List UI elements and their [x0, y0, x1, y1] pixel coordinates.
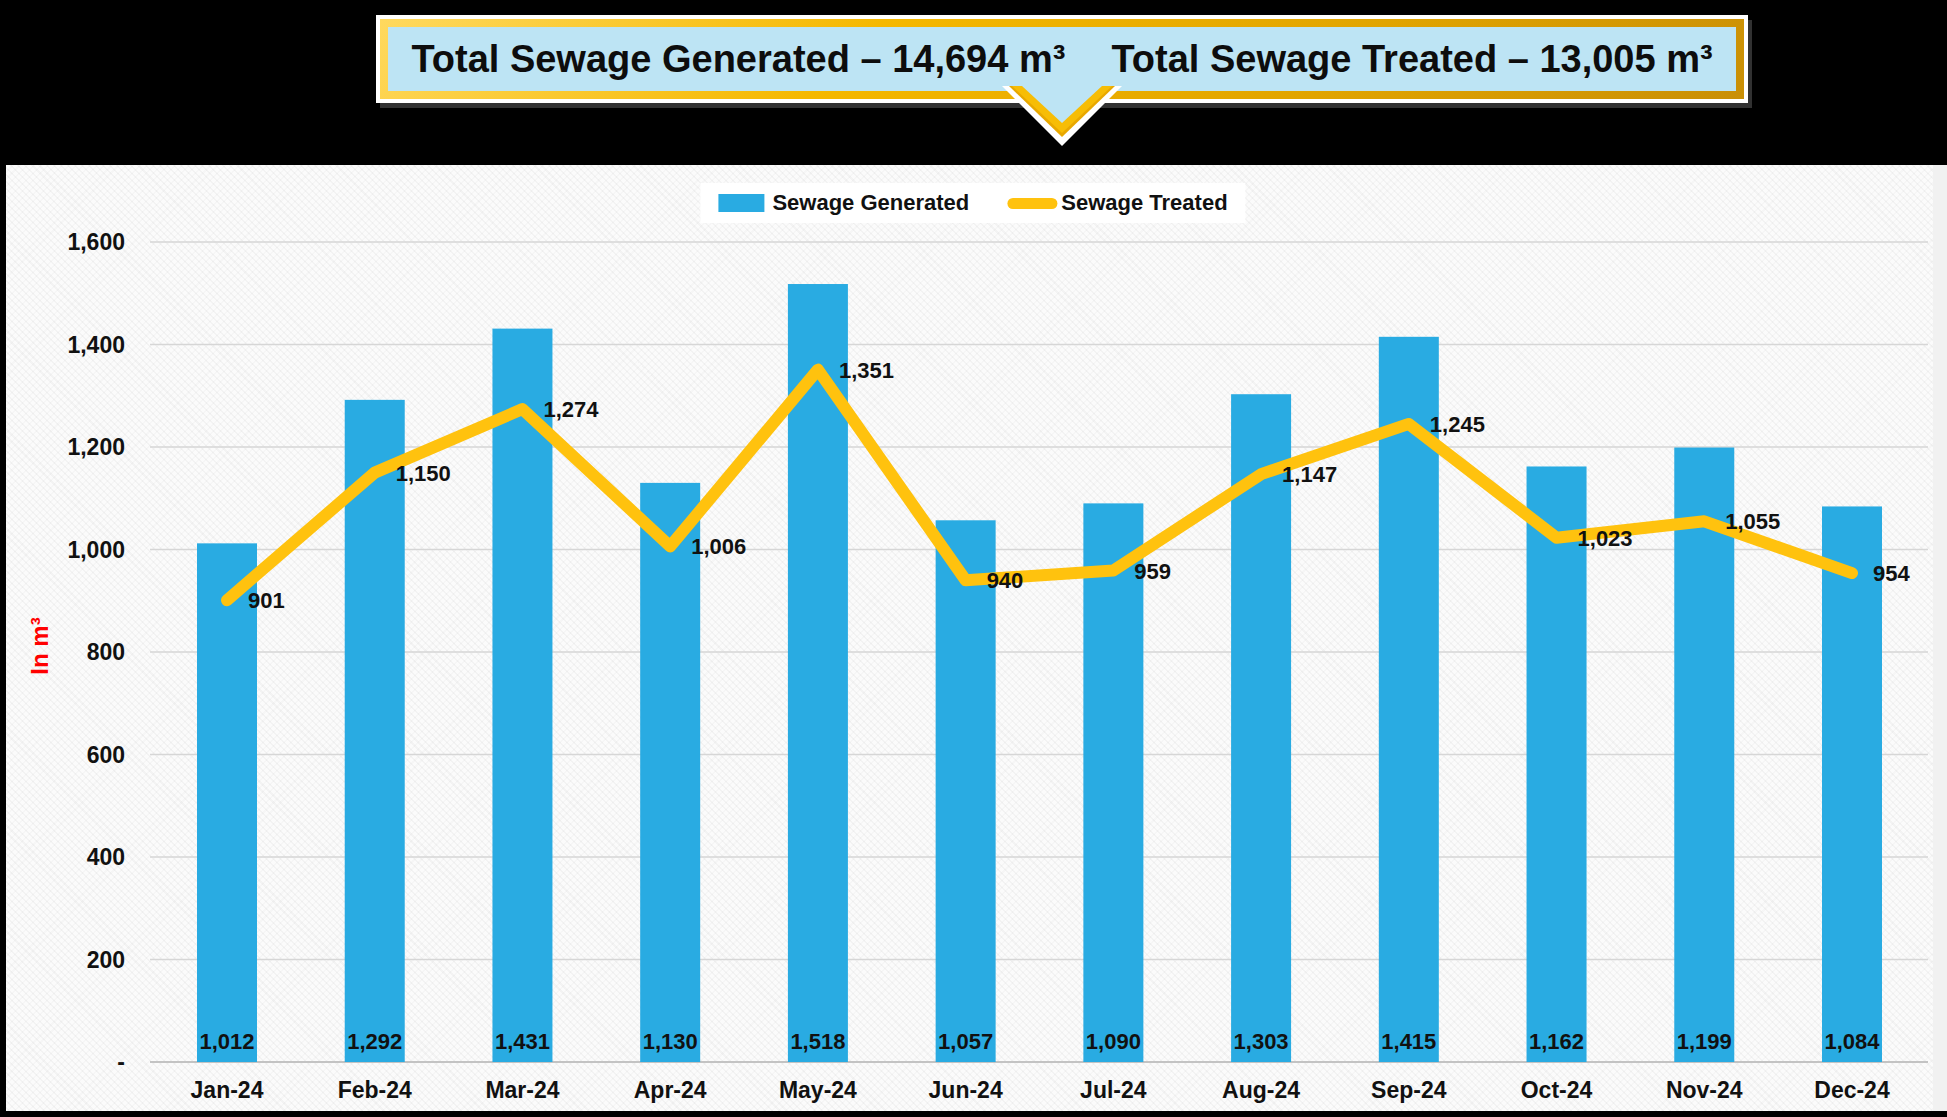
bar-value-label: 1,199 — [1677, 1029, 1732, 1054]
legend: Sewage Generated Sewage Treated — [700, 183, 1245, 223]
line-value-label: 1,055 — [1725, 509, 1780, 534]
bar-value-label: 1,518 — [790, 1029, 845, 1054]
bar-value-label: 1,084 — [1824, 1029, 1880, 1054]
legend-label-generated: Sewage Generated — [772, 190, 969, 216]
x-tick-label: May-24 — [779, 1077, 857, 1103]
legend-label-treated: Sewage Treated — [1061, 190, 1227, 216]
frame-edge-right — [1933, 165, 1947, 1111]
line-value-label: 1,147 — [1282, 462, 1337, 487]
y-tick-label: 600 — [87, 742, 125, 768]
line-value-label: 901 — [248, 588, 285, 613]
legend-bar-swatch-icon — [718, 194, 764, 212]
legend-item-treated: Sewage Treated — [1007, 190, 1227, 216]
banner-pointer-arrow-icon — [1002, 86, 1122, 150]
line-value-label: 1,274 — [543, 397, 599, 422]
title-banner-body: Total Sewage Generated – 14,694 m³ Total… — [388, 27, 1736, 91]
bar-Nov-24 — [1674, 448, 1734, 1062]
x-tick-label: Feb-24 — [338, 1077, 412, 1103]
bar-Jul-24 — [1083, 503, 1143, 1062]
bar-value-label: 1,090 — [1086, 1029, 1141, 1054]
bar-value-label: 1,431 — [495, 1029, 550, 1054]
x-tick-label: Oct-24 — [1521, 1077, 1593, 1103]
legend-line-swatch-icon — [1007, 198, 1057, 209]
bar-value-label: 1,162 — [1529, 1029, 1584, 1054]
line-value-label: 1,150 — [396, 461, 451, 486]
bar-value-label: 1,130 — [643, 1029, 698, 1054]
total-treated-text: Total Sewage Treated – 13,005 m³ — [1111, 38, 1712, 81]
y-tick-label: 1,200 — [67, 434, 125, 460]
y-tick-label: 1,000 — [67, 537, 125, 563]
x-tick-label: Nov-24 — [1666, 1077, 1743, 1103]
x-tick-label: Jul-24 — [1080, 1077, 1147, 1103]
x-tick-label: Dec-24 — [1814, 1077, 1890, 1103]
line-value-label: 954 — [1873, 561, 1910, 586]
bar-value-label: 1,012 — [199, 1029, 254, 1054]
frame-edge-bottom — [0, 1111, 1947, 1117]
line-value-label: 1,245 — [1430, 412, 1485, 437]
y-tick-label: 800 — [87, 639, 125, 665]
x-tick-label: Jan-24 — [191, 1077, 264, 1103]
bar-Feb-24 — [345, 400, 405, 1062]
bar-value-label: 1,303 — [1234, 1029, 1289, 1054]
line-value-label: 1,006 — [691, 534, 746, 559]
header-band: Total Sewage Generated – 14,694 m³ Total… — [0, 0, 1947, 165]
line-value-label: 1,023 — [1578, 526, 1633, 551]
bar-value-label: 1,057 — [938, 1029, 993, 1054]
x-tick-label: Apr-24 — [634, 1077, 707, 1103]
y-tick-label: 1,600 — [67, 229, 125, 255]
bar-Jun-24 — [936, 520, 996, 1062]
frame-edge-left — [0, 0, 6, 1117]
bar-Mar-24 — [492, 329, 552, 1062]
x-tick-label: Aug-24 — [1222, 1077, 1300, 1103]
x-tick-label: Sep-24 — [1371, 1077, 1447, 1103]
x-tick-label: Mar-24 — [485, 1077, 559, 1103]
bar-Jan-24 — [197, 543, 257, 1062]
bar-value-label: 1,415 — [1381, 1029, 1436, 1054]
y-tick-label: - — [117, 1049, 125, 1075]
slide: Total Sewage Generated – 14,694 m³ Total… — [0, 0, 1947, 1117]
plot-area: 1,600 1,400 1,200 1,000 800 600 400 200 - 901 1,15… — [0, 165, 1947, 1117]
line-value-label: 940 — [987, 568, 1024, 593]
y-tick-label: 1,400 — [67, 332, 125, 358]
bar-Apr-24 — [640, 483, 700, 1062]
legend-item-generated: Sewage Generated — [718, 190, 969, 216]
treated-line — [227, 370, 1852, 601]
y-tick-label: 200 — [87, 947, 125, 973]
line-value-label: 1,351 — [839, 358, 894, 383]
y-tick-label: 400 — [87, 844, 125, 870]
line-value-label: 959 — [1134, 559, 1171, 584]
x-tick-label: Jun-24 — [929, 1077, 1003, 1103]
bar-Oct-24 — [1527, 466, 1587, 1062]
total-generated-text: Total Sewage Generated – 14,694 m³ — [411, 38, 1065, 81]
bar-Dec-24 — [1822, 506, 1882, 1062]
bar-value-label: 1,292 — [347, 1029, 402, 1054]
